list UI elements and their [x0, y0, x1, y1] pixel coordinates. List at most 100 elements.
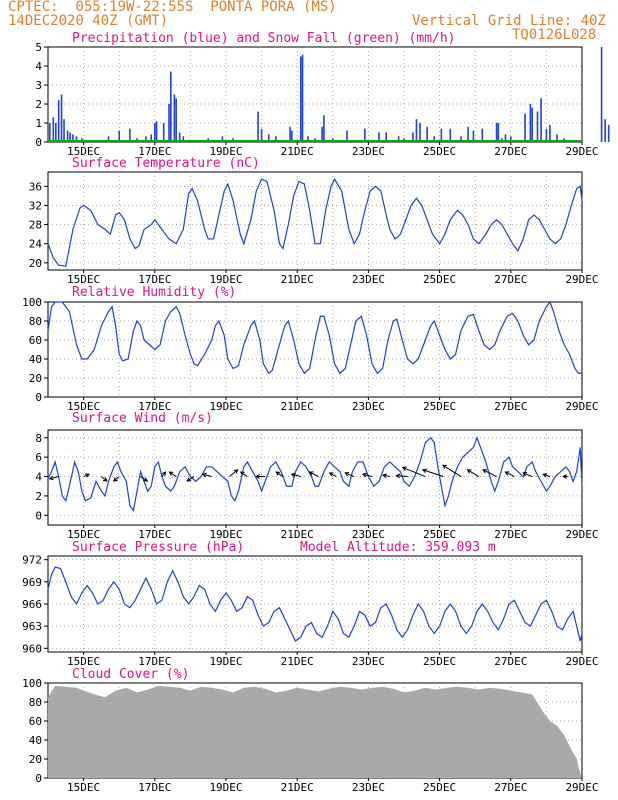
precip-bar [536, 111, 539, 142]
precip-bar [397, 136, 400, 142]
precip-bar [257, 111, 259, 142]
precip-bar [170, 71, 172, 142]
pressure-annotation: Model Altitude: 359.093 m [300, 540, 496, 555]
pressure-xtick-label: 27DEC [494, 655, 527, 668]
precip-bar [162, 123, 165, 142]
wind-vector [229, 469, 238, 477]
pressure-ytick-label: 969 [22, 576, 42, 589]
wind-vector [113, 476, 120, 482]
precip-bar [155, 121, 158, 142]
precip-bar [107, 136, 110, 142]
wind-vector-head [84, 473, 90, 478]
wind-vector-head [442, 464, 447, 470]
precip-bar [549, 124, 551, 142]
precip-ytick-label: 2 [35, 98, 42, 111]
wind-vector [422, 469, 444, 478]
rh-title: Relative Humidity (%) [72, 285, 236, 300]
temp-series-line [47, 177, 583, 267]
cloud-xtick-label: 21DEC [281, 781, 314, 794]
pressure-xtick-label: 23DEC [352, 655, 385, 668]
precip-bar [173, 94, 176, 142]
precip-bar [524, 113, 526, 142]
wind-vector [169, 471, 177, 477]
wind-vector-head [143, 477, 149, 482]
precip-bar [267, 134, 270, 142]
precip-bar [63, 119, 65, 142]
wind-vector [467, 469, 480, 477]
precip-bar [118, 130, 120, 142]
precip-bar [57, 100, 60, 142]
pressure-xtick-label: 25DEC [423, 655, 456, 668]
wind-vector-head [48, 475, 54, 481]
precip-bar [540, 98, 542, 142]
precip-bar [260, 128, 263, 142]
precip-xtick-label: 15DEC [67, 145, 100, 158]
temp-xtick-label: 25DEC [423, 273, 456, 286]
precip-bar [178, 132, 181, 142]
wind-xtick-label: 17DEC [138, 528, 171, 541]
wind-vector [309, 471, 319, 477]
cloud-xtick-label: 19DEC [209, 781, 242, 794]
wind-ytick-label: 0 [35, 509, 42, 522]
pressure-ytick-label: 972 [22, 554, 42, 567]
wind-vector-head [255, 474, 260, 479]
precip-bar [497, 123, 500, 142]
precip-bar [460, 136, 462, 142]
temp-xtick-label: 23DEC [352, 273, 385, 286]
wind-xtick-label: 23DEC [352, 528, 385, 541]
cloud-ytick-label: 80 [29, 696, 42, 709]
precip-bar [481, 128, 484, 142]
wind-xtick-label: 27DEC [494, 528, 527, 541]
temp-xtick-label: 27DEC [494, 273, 527, 286]
cloud-xtick-label: 27DEC [494, 781, 527, 794]
wind-vector-head [381, 473, 387, 479]
precip-bar [346, 130, 348, 142]
wind-vector [101, 476, 108, 482]
cloud-ytick-label: 40 [29, 734, 42, 747]
precip-bar [154, 123, 156, 142]
wind-vector [240, 471, 248, 477]
wind-vector [362, 473, 373, 478]
wind-vector-head [395, 473, 401, 479]
precip-bar [307, 136, 309, 142]
wind-vector [329, 472, 337, 477]
precip-bar [415, 119, 418, 142]
header-location: CPTEC: 055:19W-22:55S PONTA PORA (MS) [8, 0, 337, 15]
wind-vector-head [168, 471, 174, 476]
wind-vector-head [522, 471, 528, 477]
wind-vector-head [308, 471, 314, 476]
cloud-cover-area [48, 685, 582, 778]
precip-bar [60, 94, 63, 142]
precip-bar [299, 56, 302, 142]
header-code: TQ0126L028 [512, 27, 597, 43]
temp-xtick-label: 29DEC [565, 273, 598, 286]
wind-vector-head [239, 471, 245, 476]
rh-ytick-label: 40 [29, 353, 42, 366]
wind-ytick-label: 6 [35, 451, 42, 464]
precip-bar [145, 136, 147, 142]
wind-vector [543, 473, 551, 478]
rh-xtick-label: 21DEC [281, 400, 314, 413]
precip-bar [168, 104, 170, 142]
precip-frame [47, 46, 583, 143]
cloud-ytick-label: 100 [22, 677, 42, 690]
precip-bar [378, 132, 380, 142]
wind-ytick-label: 4 [35, 471, 42, 484]
rh-xtick-label: 15DEC [67, 400, 100, 413]
precip-bar [323, 115, 325, 142]
precip-xtick-label: 21DEC [281, 145, 314, 158]
precip-bar [419, 123, 421, 142]
temp-ytick-label: 32 [29, 199, 42, 212]
rh-xtick-label: 19DEC [209, 400, 242, 413]
rh-xtick-label: 17DEC [138, 400, 171, 413]
precip-bar [529, 104, 532, 142]
wind-title: Surface Wind (m/s) [72, 411, 213, 426]
precip-bar [55, 123, 57, 142]
temp-title: Surface Temperature (nC) [72, 156, 260, 171]
wind-frame [47, 429, 583, 526]
wind-xtick-label: 25DEC [423, 528, 456, 541]
rh-xtick-label: 27DEC [494, 400, 527, 413]
wind-vector-head [328, 472, 334, 477]
pressure-xtick-label: 15DEC [67, 655, 100, 668]
